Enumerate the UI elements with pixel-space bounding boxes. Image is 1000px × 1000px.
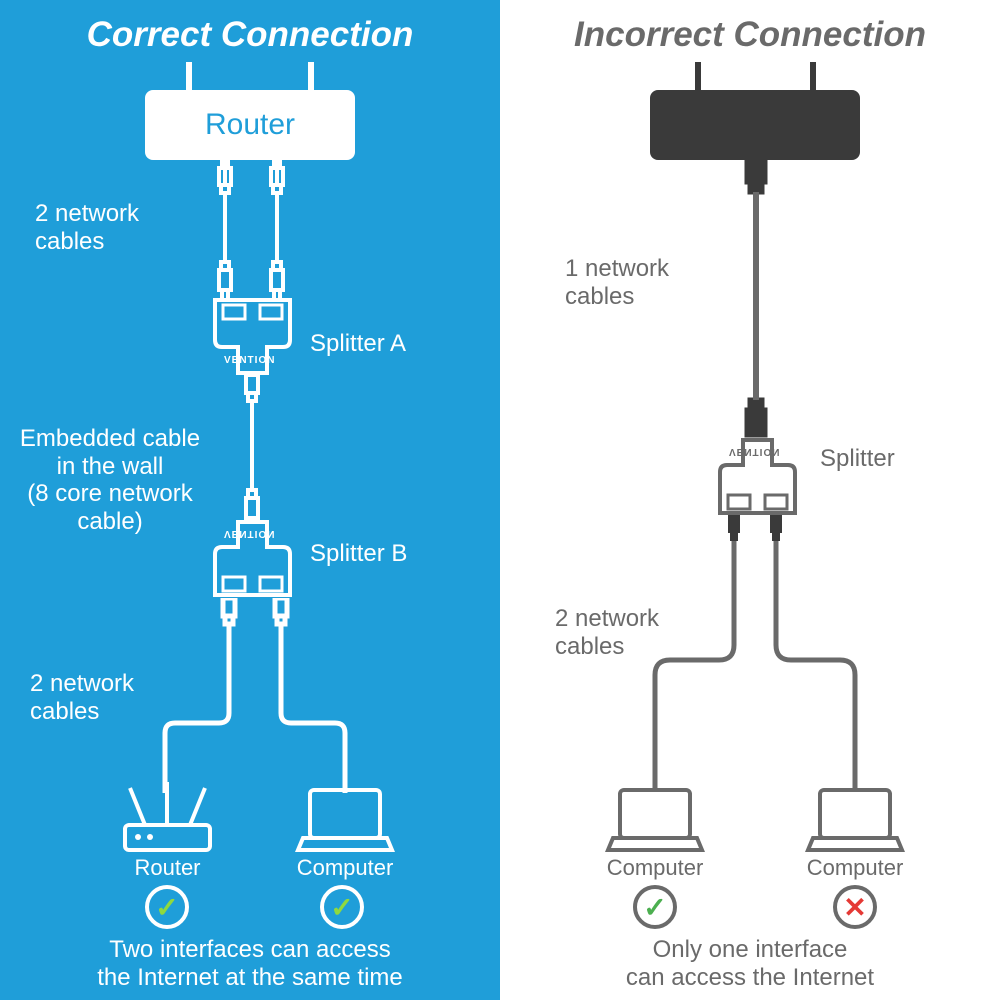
check-icon: ✓ xyxy=(633,885,677,929)
antenna xyxy=(810,62,816,92)
check-icon: ✓ xyxy=(145,885,189,929)
label-2cables-top: 2 network cables xyxy=(35,200,139,255)
cable-top-right xyxy=(262,160,292,300)
router-label: Router xyxy=(205,108,295,142)
brand-label: VENTION xyxy=(224,528,275,539)
right-title: Incorrect Connection xyxy=(500,0,1000,55)
label-wall-cable: Embedded cable in the wall (8 core netwo… xyxy=(10,425,210,535)
check-icon: ✓ xyxy=(320,885,364,929)
label-splitter: Splitter xyxy=(820,445,895,473)
brand-label: VENTION xyxy=(729,446,780,457)
label-2cables-bottom: 2 network cables xyxy=(30,670,134,725)
incorrect-connection-panel: Incorrect Connection 1 network cables VE… xyxy=(500,0,1000,1000)
left-title: Correct Connection xyxy=(0,0,500,55)
cross-icon: ✕ xyxy=(833,885,877,929)
laptop-icon xyxy=(605,785,705,855)
brand-label: VENTION xyxy=(224,355,275,366)
splitter-a xyxy=(205,295,300,380)
laptop-icon xyxy=(295,785,395,855)
label-splitter-a: Splitter A xyxy=(310,330,406,358)
laptop-icon xyxy=(805,785,905,855)
device-computer-label: Computer xyxy=(290,855,400,880)
cable-top-left xyxy=(210,160,240,300)
label-2cables-bottom: 2 network cables xyxy=(555,605,659,660)
device-router-label: Router xyxy=(120,855,215,880)
cable-single-top xyxy=(738,160,774,440)
antenna xyxy=(308,62,314,92)
device-computer-label: Computer xyxy=(600,855,710,880)
label-splitter-b: Splitter B xyxy=(310,540,407,568)
right-footer: Only one interface can access the Intern… xyxy=(500,936,1000,992)
device-computer-label: Computer xyxy=(800,855,910,880)
antenna xyxy=(695,62,701,92)
cable-middle xyxy=(237,375,267,520)
label-1cable: 1 network cables xyxy=(565,255,669,310)
router-icon xyxy=(120,780,215,855)
left-footer: Two interfaces can access the Internet a… xyxy=(0,936,500,992)
router-box xyxy=(650,90,860,160)
antenna xyxy=(186,62,192,92)
correct-connection-panel: Correct Connection Router 2 network cabl… xyxy=(0,0,500,1000)
router-box: Router xyxy=(145,90,355,160)
